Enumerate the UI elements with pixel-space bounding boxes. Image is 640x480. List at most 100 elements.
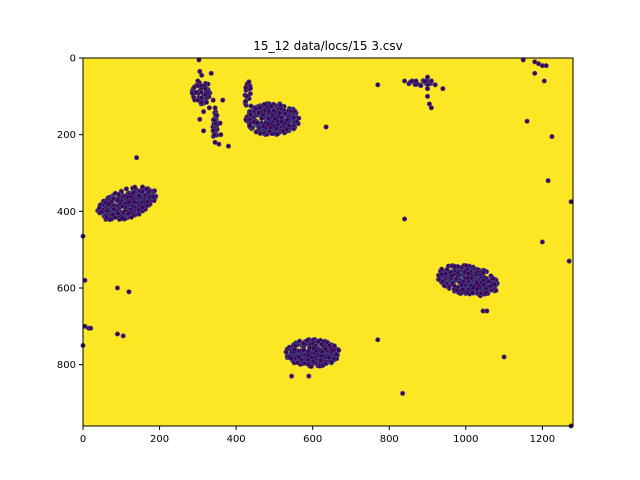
data-point [114, 331, 120, 337]
data-point [243, 99, 249, 105]
data-point [493, 288, 499, 294]
data-point [304, 338, 310, 344]
data-point [279, 115, 285, 121]
data-point [136, 193, 142, 199]
data-point [536, 61, 542, 67]
x-axis: 0 200 400 600 800 1000 1200 [80, 426, 555, 445]
data-point [88, 325, 94, 331]
data-point [459, 282, 465, 288]
data-point [267, 128, 273, 134]
data-point [125, 210, 131, 216]
data-point [266, 109, 272, 115]
data-point [524, 118, 530, 124]
data-point [484, 308, 490, 314]
data-point [115, 210, 121, 216]
data-point [549, 134, 555, 140]
data-point [212, 132, 218, 138]
data-point [111, 206, 117, 212]
data-point [114, 285, 120, 291]
data-point [123, 186, 129, 192]
data-point [490, 275, 496, 281]
data-point [277, 110, 283, 116]
data-point [195, 78, 201, 84]
data-point [566, 258, 572, 264]
data-point [243, 117, 249, 123]
data-point [216, 141, 222, 147]
data-point [296, 115, 302, 121]
data-point [305, 348, 311, 354]
data-point [199, 72, 205, 78]
x-tick-label: 200 [150, 434, 169, 445]
data-point [301, 347, 307, 353]
data-point [204, 99, 210, 105]
data-point [119, 203, 125, 209]
data-point [466, 271, 472, 277]
data-point [532, 70, 538, 76]
data-point [132, 184, 138, 190]
data-point [318, 357, 324, 363]
data-point [120, 333, 126, 339]
data-point [425, 74, 431, 80]
data-point [432, 82, 438, 88]
x-tick-label: 1000 [453, 434, 478, 445]
data-point [442, 271, 448, 277]
data-point [247, 86, 253, 92]
data-point [315, 339, 321, 345]
data-point [323, 346, 329, 352]
data-point [425, 86, 431, 92]
data-point [440, 86, 446, 92]
data-point [195, 97, 201, 103]
data-point [248, 103, 254, 109]
data-point [539, 239, 545, 245]
data-point [541, 78, 547, 84]
data-point [116, 191, 122, 197]
data-point [277, 102, 283, 108]
data-point [136, 207, 142, 213]
data-point [402, 78, 408, 84]
data-point [323, 360, 329, 366]
data-point [301, 340, 307, 346]
data-point [292, 346, 298, 352]
data-point [212, 105, 218, 111]
data-point [268, 103, 274, 109]
data-point [545, 178, 551, 184]
data-point [428, 78, 434, 84]
data-point [291, 108, 297, 114]
data-point [259, 115, 265, 121]
data-point [272, 116, 278, 122]
data-point [449, 273, 455, 279]
data-point [470, 290, 476, 296]
data-point [269, 112, 275, 118]
data-point [130, 190, 136, 196]
data-point [247, 112, 253, 118]
data-point [126, 289, 132, 295]
data-point [295, 360, 301, 366]
data-point [330, 348, 336, 354]
data-point [103, 199, 109, 205]
data-point [481, 277, 487, 283]
data-point [483, 290, 489, 296]
data-point [328, 359, 334, 365]
data-point [99, 209, 105, 215]
data-point [212, 139, 218, 145]
y-tick-label: 0 [70, 54, 76, 65]
data-point [201, 128, 207, 134]
data-point [274, 125, 280, 131]
data-point [282, 111, 288, 117]
x-tick-label: 400 [227, 434, 246, 445]
data-point [426, 101, 432, 107]
x-tick-label: 0 [80, 434, 86, 445]
data-point [428, 105, 434, 111]
data-point [292, 343, 298, 349]
data-point [480, 270, 486, 276]
y-tick-label: 800 [57, 360, 76, 371]
data-point [218, 132, 224, 138]
data-point [261, 123, 267, 129]
data-point [313, 348, 319, 354]
data-point [128, 214, 134, 220]
data-point [284, 126, 290, 132]
y-tick-label: 600 [57, 284, 76, 295]
data-point [532, 59, 538, 65]
data-point [211, 117, 217, 123]
